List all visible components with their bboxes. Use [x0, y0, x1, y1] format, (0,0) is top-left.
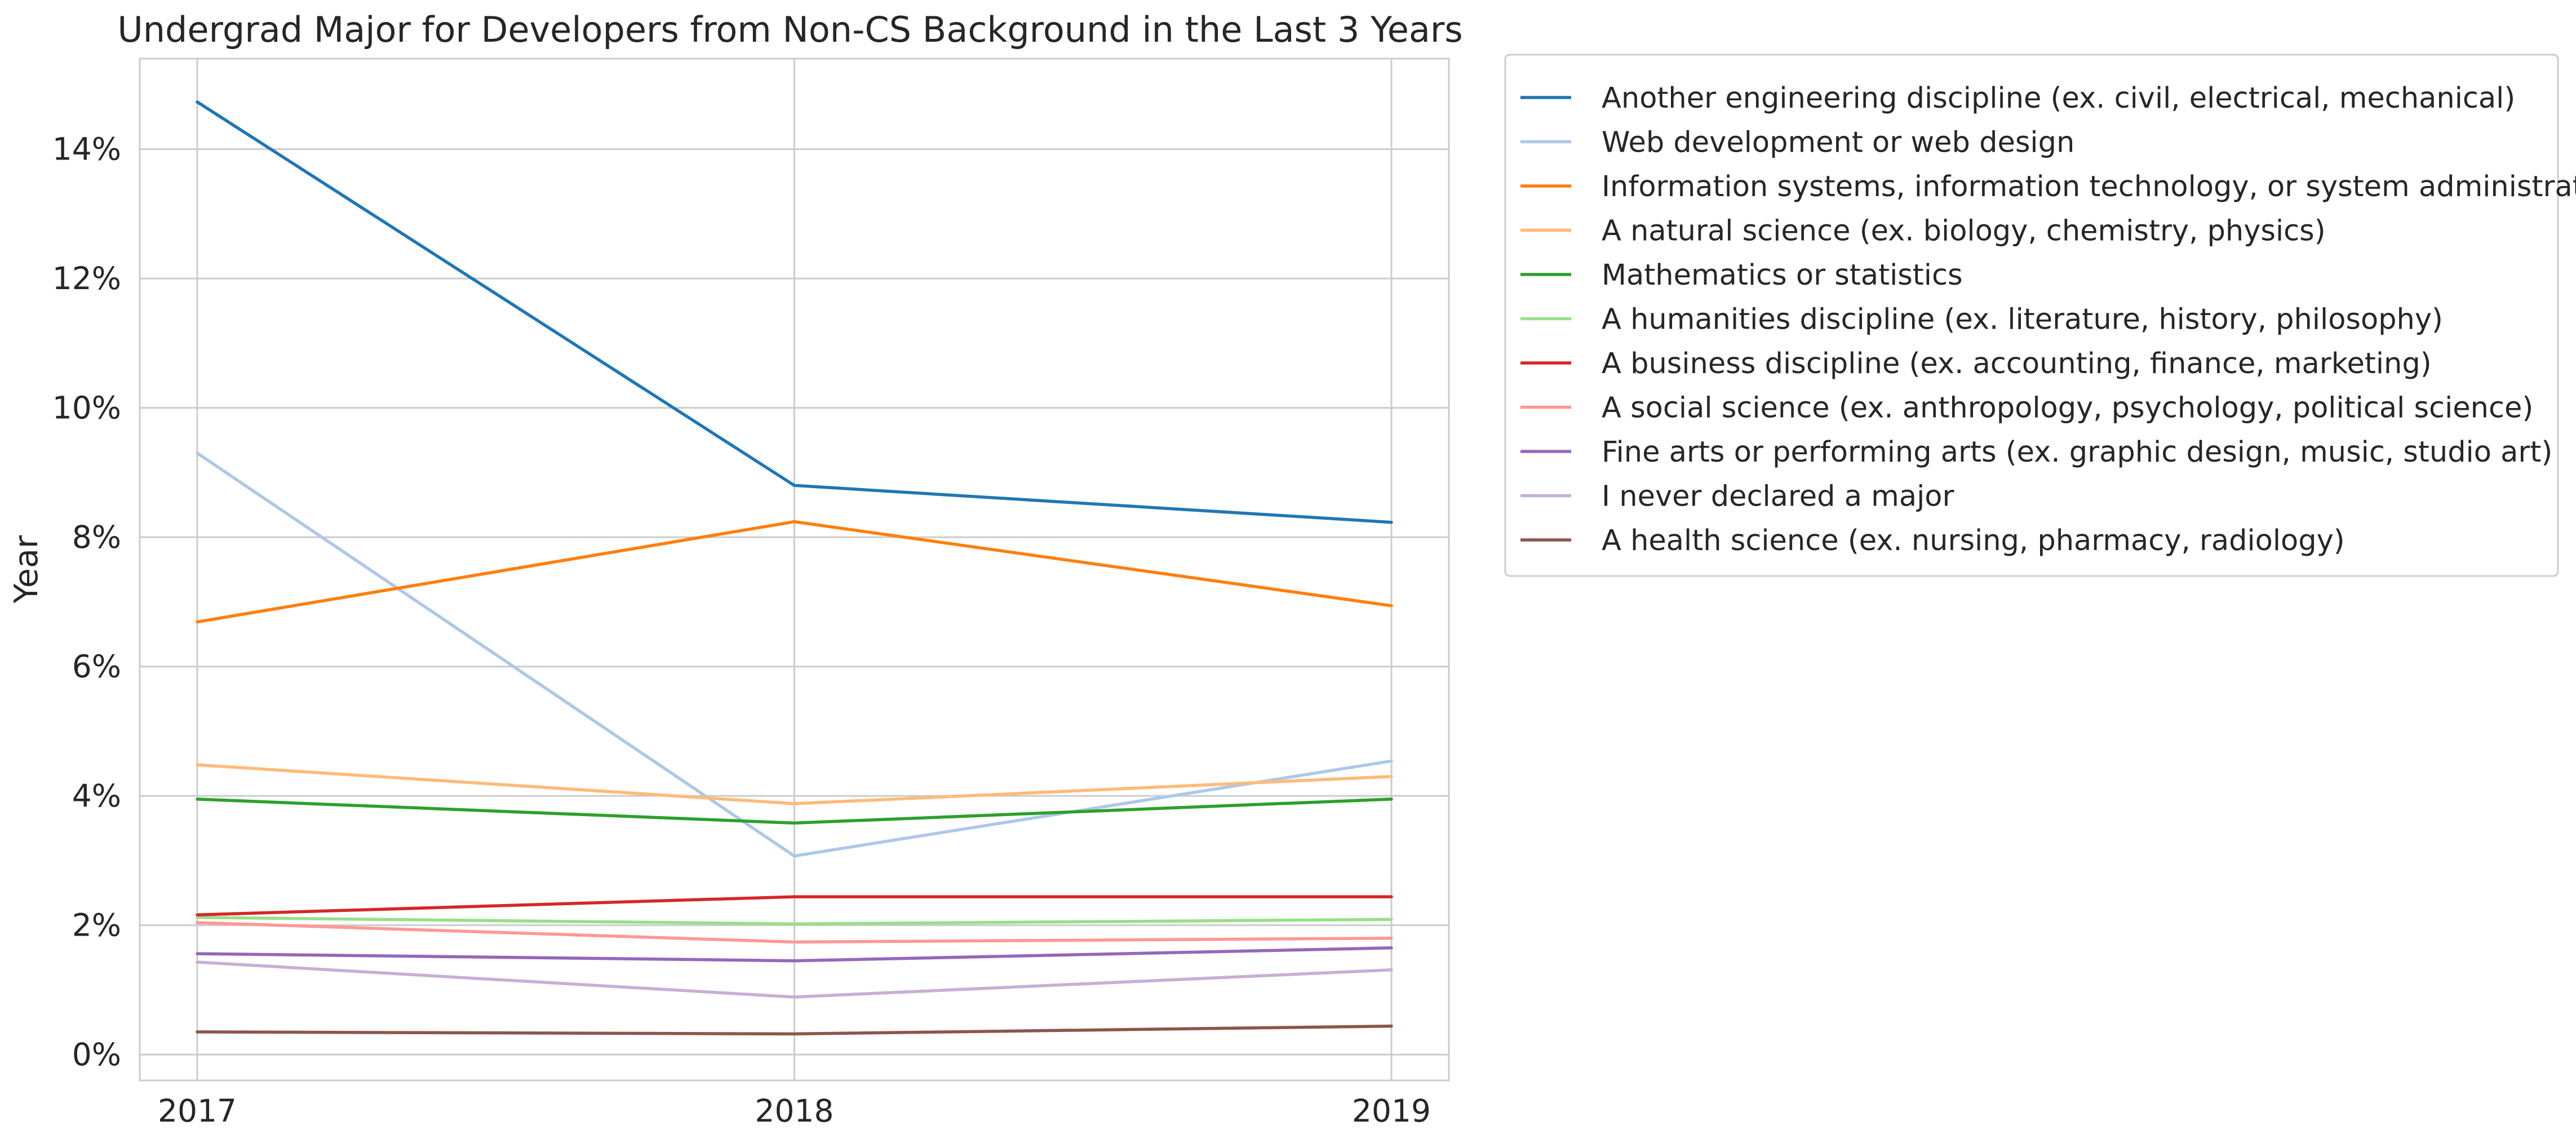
series-line — [196, 100, 1393, 524]
legend-entry-label: Mathematics or statistics — [1602, 259, 1963, 292]
chart-title: Undergrad Major for Developers from Non-… — [117, 9, 1462, 50]
y-tick-label: 14% — [52, 131, 121, 167]
legend-entry-label: A business discipline (ex. accounting, f… — [1602, 347, 2432, 380]
series-line — [196, 1024, 1393, 1036]
legend-entry-label: I never declared a major — [1602, 480, 1954, 513]
legend-entry-label: A natural science (ex. biology, chemistr… — [1602, 215, 2326, 248]
legend-box — [1504, 54, 2559, 577]
y-tick-label: 2% — [72, 907, 121, 943]
y-tick-label: 8% — [72, 519, 121, 555]
y-tick-label: 6% — [72, 649, 121, 685]
y-tick-label: 0% — [72, 1036, 121, 1073]
series-line — [196, 946, 1393, 963]
y-axis-label: Year — [8, 535, 45, 604]
plot-area: 0% 2% 4% 6% 8% 10% 12% 14% 2017 2018 2019 Year — [8, 57, 1450, 1129]
series-line — [196, 895, 1393, 916]
legend-entry-label: A social science (ex. anthropology, psyc… — [1602, 392, 2533, 425]
legend-entry-label: A health science (ex. nursing, pharmacy,… — [1602, 524, 2345, 557]
legend: Another engineering discipline (ex. civi… — [1504, 54, 2576, 577]
x-tick-label: 2019 — [1352, 1093, 1431, 1129]
series-line — [196, 520, 1393, 624]
y-tick-label: 10% — [52, 390, 121, 426]
legend-entry-label: Fine arts or performing arts (ex. graphi… — [1602, 436, 2552, 469]
y-tick-label: 4% — [72, 778, 121, 814]
series-line — [196, 916, 1393, 926]
series-line — [196, 798, 1393, 825]
legend-entry-label: Another engineering discipline (ex. civi… — [1602, 82, 2515, 115]
legend-entry-label: Web development or web design — [1602, 126, 2074, 160]
legend-entry-label: A humanities discipline (ex. literature,… — [1602, 303, 2443, 336]
series-line — [196, 921, 1393, 944]
plot-frame — [139, 57, 1450, 1082]
series-line — [196, 763, 1393, 805]
series-line — [196, 960, 1393, 999]
legend-entry-label: Information systems, information technol… — [1602, 170, 2576, 203]
x-tick-label: 2018 — [755, 1093, 834, 1129]
x-tick-label: 2017 — [158, 1093, 237, 1129]
y-tick-label: 12% — [52, 260, 121, 296]
